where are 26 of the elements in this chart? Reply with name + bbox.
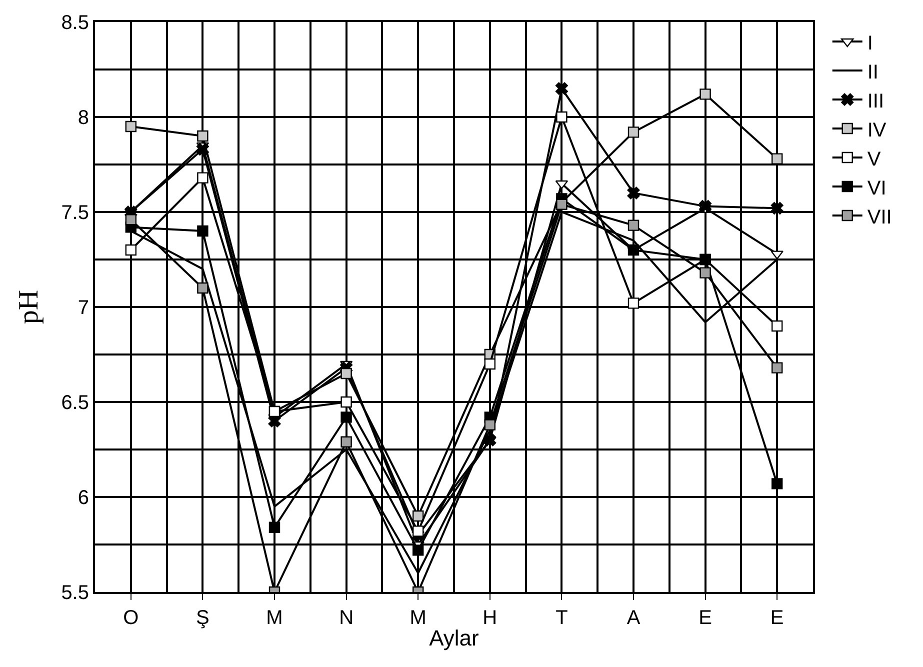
x-tick-label: A (626, 607, 641, 629)
legend-label: III (867, 90, 884, 112)
legend-label: VI (867, 177, 886, 200)
x-tick-label: E (698, 607, 712, 629)
y-tick-label: 7.5 (61, 202, 89, 224)
y-tick-label: 8.5 (61, 12, 89, 34)
x-tick-label: Ş (196, 607, 210, 629)
legend-label: I (867, 32, 873, 54)
legend-label: VII (867, 206, 892, 228)
x-axis-title: Aylar (429, 625, 479, 650)
x-tick-label: M (410, 607, 426, 629)
x-tick-label: N (339, 607, 354, 629)
x-tick-label: O (123, 607, 139, 629)
y-tick-label: 8 (78, 107, 89, 129)
x-tick-label: T (556, 607, 568, 629)
y-tick-label: 7 (78, 297, 89, 319)
legend-label: II (867, 61, 878, 84)
y-tick-label: 5.5 (61, 582, 89, 604)
y-tick-label: 6 (78, 487, 89, 509)
y-tick-label: 6.5 (61, 392, 89, 414)
x-tick-label: E (770, 607, 784, 629)
x-tick-label: M (266, 607, 283, 629)
y-axis-title: pH (13, 290, 44, 324)
x-tick-label: H (482, 607, 498, 629)
legend-label: V (867, 148, 882, 170)
legend-label: IV (867, 119, 887, 142)
